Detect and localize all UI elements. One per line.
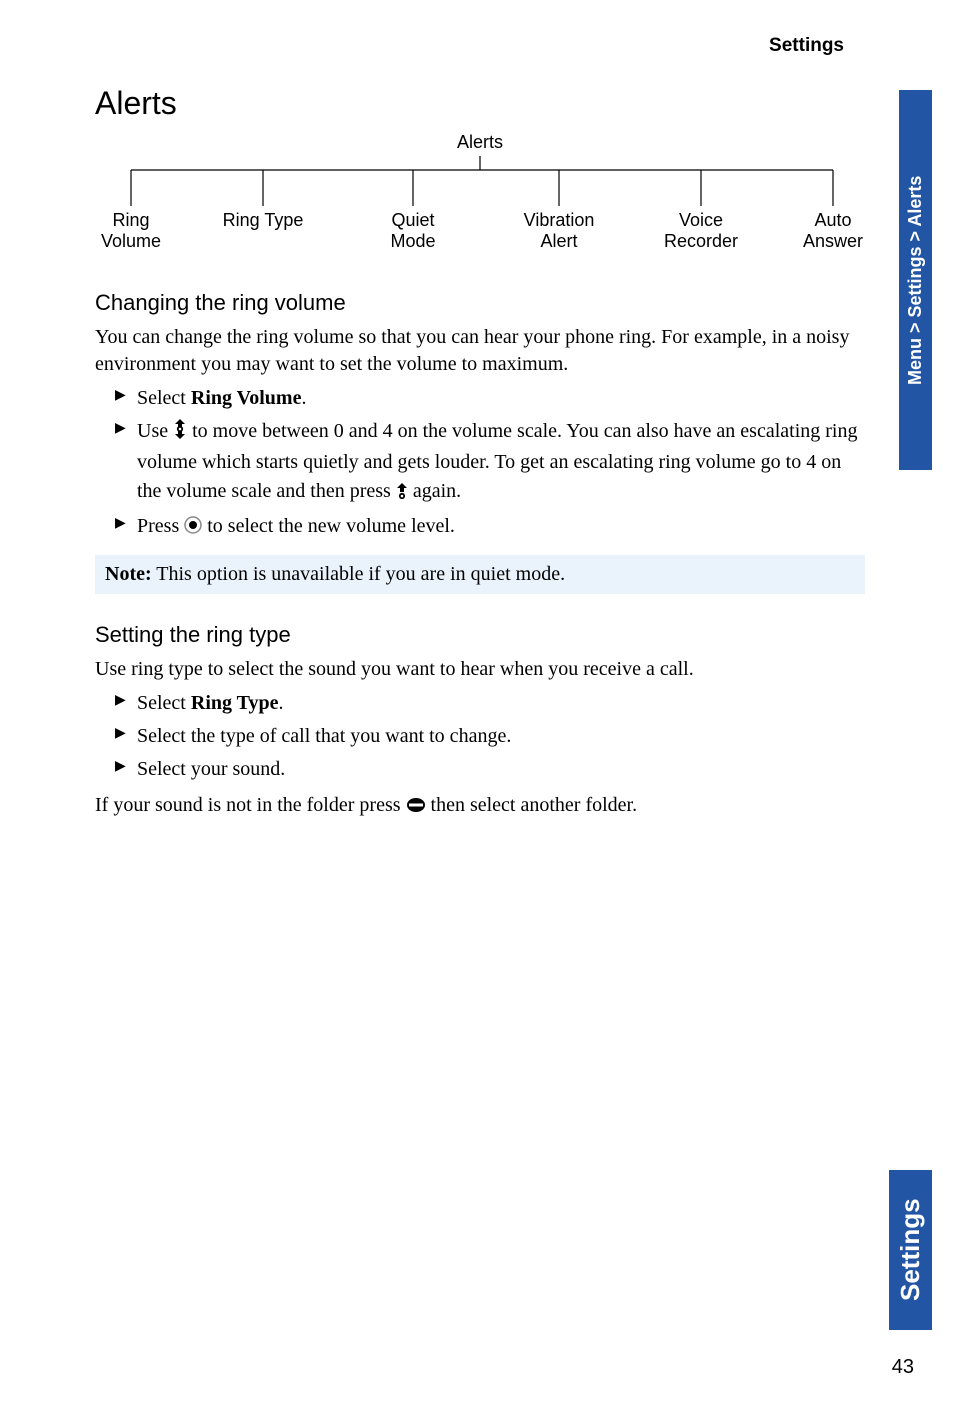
select-button-icon (184, 514, 202, 543)
text-bold: Ring Volume (191, 387, 302, 409)
side-tab-breadcrumb: Menu > Settings > Alerts (899, 90, 932, 470)
note-label: Note: (105, 563, 152, 585)
header-section: Settings (769, 35, 844, 57)
ring-volume-intro: You can change the ring volume so that y… (95, 324, 865, 378)
text: Select (137, 387, 191, 409)
section-title-ring-volume: Changing the ring volume (95, 290, 865, 316)
tree-leaf: Ring Type (223, 210, 304, 231)
folder-nav-icon (406, 794, 426, 821)
tree-leaf-line2: Recorder (664, 231, 738, 252)
tree-leaf: QuietMode (390, 210, 435, 251)
text-bold: Ring Type (191, 692, 279, 714)
tree-leaf-line2: Answer (803, 231, 863, 252)
step-press-select: Press to select the new volume level. (115, 512, 865, 543)
alerts-tree: Alerts RingVolume Ring Type QuietMode Vibra… (95, 132, 865, 262)
text: . (279, 692, 284, 714)
ring-volume-steps: Select Ring Volume. Use to move between … (95, 384, 865, 543)
page-number: 43 (892, 1356, 914, 1379)
tree-leaf-line1: Auto (803, 210, 863, 231)
tree-leaf-line1: Ring (101, 210, 161, 231)
text: Select (137, 692, 191, 714)
ring-type-steps: Select Ring Type. Select the type of cal… (95, 689, 865, 784)
text: again. (408, 480, 461, 502)
step-select-ring-type: Select Ring Type. (115, 689, 865, 718)
ring-type-closing: If your sound is not in the folder press… (95, 792, 865, 821)
tree-lines (95, 156, 865, 210)
text: If your sound is not in the folder press (95, 794, 406, 816)
step-use-nav: Use to move between 0 and 4 on the volum… (115, 417, 865, 508)
text: to select the new volume level. (202, 515, 455, 537)
tree-leaf-line1: Quiet (390, 210, 435, 231)
text: then select another folder. (426, 794, 638, 816)
tree-leaf-line2: Mode (390, 231, 435, 252)
text: to move between 0 and 4 on the volume sc… (137, 420, 857, 502)
tree-leaf-line2: Volume (101, 231, 161, 252)
tree-leaf: RingVolume (101, 210, 161, 251)
note-quiet-mode: Note: This option is unavailable if you … (95, 555, 865, 594)
tree-leaf: VibrationAlert (524, 210, 595, 251)
step-select-call-type: Select the type of call that you want to… (115, 722, 865, 751)
text: . (301, 387, 306, 409)
tree-leaf-line1: Ring Type (223, 210, 304, 231)
tree-leaf: AutoAnswer (803, 210, 863, 251)
text: Use (137, 420, 173, 442)
tree-leaf-line2: Alert (524, 231, 595, 252)
tree-root-label: Alerts (457, 132, 503, 153)
ring-type-intro: Use ring type to select the sound you wa… (95, 656, 865, 683)
section-title-ring-type: Setting the ring type (95, 622, 865, 648)
tree-leaf-line1: Voice (664, 210, 738, 231)
main-content: Alerts Alerts RingVolume Ring Type QuietMo… (95, 85, 865, 827)
nav-up-icon (396, 479, 408, 508)
nav-updown-icon (173, 419, 187, 448)
page-title: Alerts (95, 85, 865, 122)
step-select-ring-volume: Select Ring Volume. (115, 384, 865, 413)
tree-leaf: VoiceRecorder (664, 210, 738, 251)
step-select-sound: Select your sound. (115, 755, 865, 784)
tree-leaf-line1: Vibration (524, 210, 595, 231)
text: Press (137, 515, 184, 537)
side-tab-section: Settings (889, 1170, 932, 1330)
note-text: This option is unavailable if you are in… (152, 563, 565, 585)
